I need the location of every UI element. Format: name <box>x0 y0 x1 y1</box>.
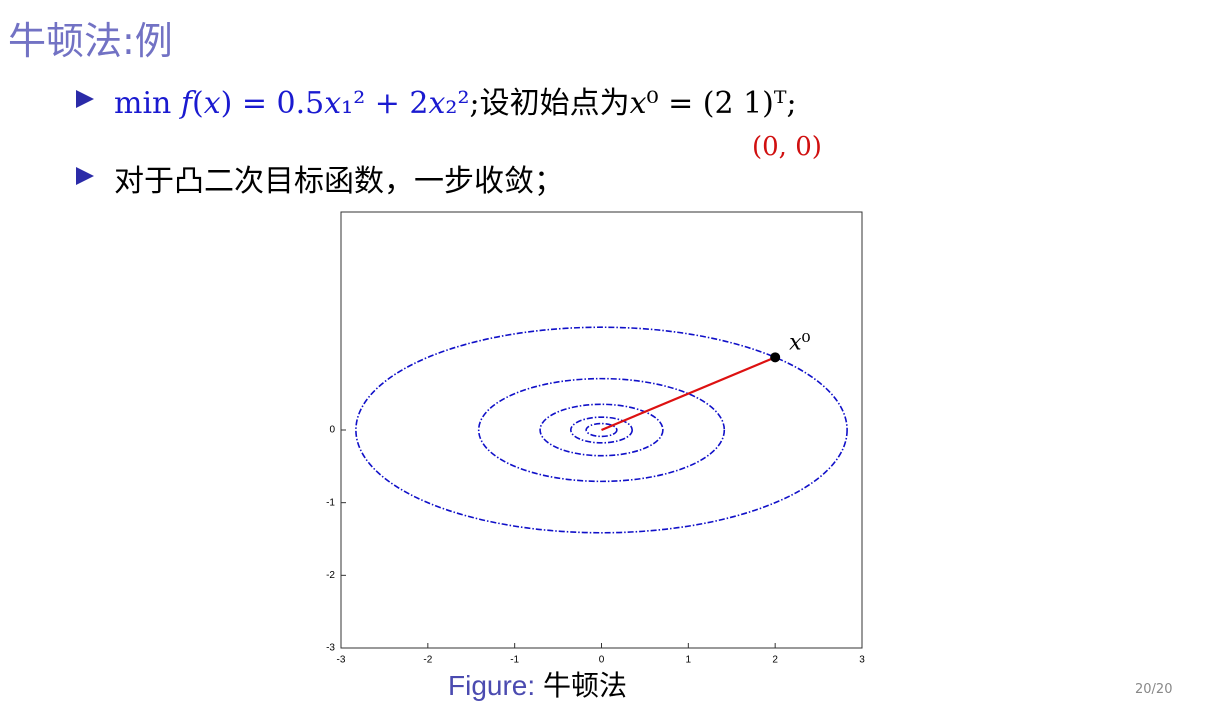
x-tick-label: 0 <box>599 655 605 666</box>
contour-line <box>477 377 726 483</box>
caption-label: Figure: <box>448 670 536 701</box>
y-tick-label: -3 <box>326 643 335 654</box>
page-number: 20/20 <box>1135 682 1173 697</box>
x-tick-label: -3 <box>337 655 346 666</box>
x-tick-label: 3 <box>859 655 865 666</box>
contour-line <box>569 416 634 444</box>
contour-line <box>355 326 848 534</box>
bullet-text: ;设初始点为𝑥⁰ = (2 1)ᵀ; <box>469 86 797 121</box>
contour-line <box>585 422 618 438</box>
y-tick-label: -1 <box>326 497 335 508</box>
annotation: (0, 0) <box>752 132 822 162</box>
figure-caption: Figure: 牛顿法 <box>448 664 627 704</box>
bullet-text: 对于凸二次目标函数，一步收敛； <box>114 164 564 199</box>
formula: min 𝑓(𝑥) = 0.5𝑥₁² + 2𝑥₂² <box>114 86 470 121</box>
y-tick-label: -2 <box>326 570 335 581</box>
point-label: 𝑥⁰ <box>789 330 810 355</box>
x-tick-label: -2 <box>423 655 432 666</box>
bullet-marker <box>76 167 94 185</box>
bullet: min 𝑓(𝑥) = 0.5𝑥₁² + 2𝑥₂²;设初始点为𝑥⁰ = (2 1)… <box>114 78 797 122</box>
newton-step <box>601 356 776 432</box>
contour-line <box>539 403 664 457</box>
x-tick-label: 2 <box>772 655 778 666</box>
y-tick-label: 0 <box>329 425 335 436</box>
x-tick-label: 1 <box>686 655 692 666</box>
slide-title: 牛顿法:例 <box>8 19 173 63</box>
caption-text: 牛顿法 <box>542 670 627 701</box>
bullet-marker <box>76 90 94 108</box>
start-point <box>770 352 781 363</box>
x-tick-label: -1 <box>510 655 519 666</box>
